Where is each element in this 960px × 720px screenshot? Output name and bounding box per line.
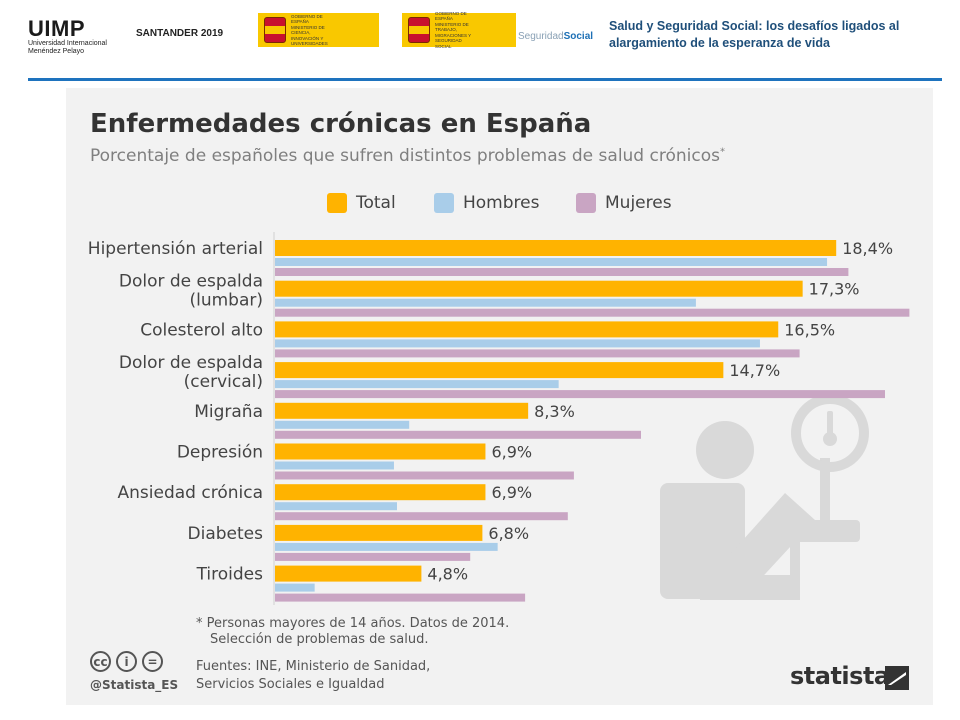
data-label-tiroides: 4,8% [427, 565, 468, 584]
uimp-full-name: Universidad Internacional Menéndez Pelay… [28, 40, 107, 55]
data-label-dolor-de-espalda-lumbar: 17,3% [809, 280, 860, 299]
ministry-science-text: GOBIERNO DE ESPAÑA MINISTERIO DE CIENCIA… [291, 13, 328, 47]
bars-group: Hipertensión arterial 18,4% Dolor de espal… [88, 239, 910, 602]
bar-mujeres-depresion [275, 471, 574, 480]
chart-subtitle-text: Porcentaje de españoles que sufren disti… [90, 146, 720, 166]
bar-mujeres-ansiedad-cronica [275, 512, 568, 521]
sources-line-1: Fuentes: INE, Ministerio de Sanidad, [196, 659, 431, 674]
legend-item-total: Total [327, 193, 396, 213]
bar-hombres-depresion [275, 461, 394, 470]
seguridad-social-logo: SeguridadSocial [518, 31, 593, 42]
by-icon: i [116, 651, 137, 672]
bar-total-tiroides [275, 565, 422, 582]
bar-total-migrana [275, 402, 529, 419]
uimp-logo-text: UIMP [28, 16, 85, 41]
bar-hombres-ansiedad-cronica [275, 502, 397, 511]
legend-item-mujeres: Mujeres [576, 193, 672, 213]
cc-icon: cc [90, 651, 111, 672]
bar-hombres-migrana [275, 420, 410, 429]
bar-mujeres-tiroides [275, 593, 526, 602]
data-label-ansiedad-cronica: 6,9% [491, 483, 532, 502]
category-label-diabetes: Diabetes [188, 524, 264, 544]
license-icons: cc i = [90, 651, 163, 672]
footnote-line-2: Selección de problemas de salud. [210, 632, 429, 647]
bar-hombres-dolor-de-espalda-lumbar [275, 298, 696, 307]
data-label-hipertension-arterial: 18,4% [842, 239, 893, 258]
legend-label-mujeres: Mujeres [605, 193, 672, 213]
legend-label-total: Total [356, 193, 396, 213]
bar-hombres-tiroides [275, 583, 315, 592]
bar-hombres-hipertension-arterial [275, 258, 828, 266]
ministry-science-logo: GOBIERNO DE ESPAÑA MINISTERIO DE CIENCIA… [258, 13, 379, 47]
statista-brand: statista [790, 662, 890, 690]
bar-mujeres-hipertension-arterial [275, 268, 849, 276]
slide-header: UIMP Universidad Internacional Menéndez … [0, 0, 960, 82]
data-label-dolor-de-espalda-cervical: 14,7% [729, 361, 780, 380]
legend-label-hombres: Hombres [463, 193, 540, 213]
bar-mujeres-dolor-de-espalda-lumbar [275, 308, 910, 317]
legend-swatch-total [327, 193, 347, 213]
bar-total-colesterol-alto [275, 321, 779, 338]
category-label-tiroides: Tiroides [196, 565, 264, 585]
slide-title: Salud y Seguridad Social: los desafíos l… [609, 19, 900, 50]
legend-swatch-mujeres [576, 193, 596, 213]
seguridad-social-part-b: Social [563, 31, 594, 42]
category-label-migrana: Migraña [194, 402, 263, 422]
header-divider [28, 78, 942, 81]
bar-hombres-diabetes [275, 542, 498, 551]
legend-item-hombres: Hombres [434, 193, 539, 213]
category-label-dolor-de-espalda-lumbar: Dolor de espalda (lumbar) [119, 272, 263, 311]
category-label-hipertension-arterial: Hipertensión arterial [88, 239, 263, 259]
data-label-diabetes: 6,8% [488, 524, 529, 543]
category-label-colesterol-alto: Colesterol alto [140, 320, 263, 340]
event-label: SANTANDER 2019 [136, 28, 224, 39]
chart-subtitle: Porcentaje de españoles que sufren disti… [90, 146, 725, 166]
sources: Fuentes: INE, Ministerio de Sanidad, Ser… [196, 658, 430, 694]
bar-total-diabetes [275, 524, 483, 541]
statista-handle: @Statista_ES [90, 678, 179, 692]
bar-mujeres-diabetes [275, 552, 471, 561]
legend-swatch-hombres [434, 193, 454, 213]
footnote-line-1: * Personas mayores de 14 años. Datos de … [196, 616, 510, 631]
ministry-labour-logo: GOBIERNO DE ESPAÑA MINISTERIO DE TRABAJO… [402, 10, 516, 49]
chart-title: Enfermedades crónicas en España [90, 109, 592, 139]
coat-of-arms-icon [408, 17, 430, 43]
coat-of-arms-icon [264, 17, 286, 43]
category-label-ansiedad-cronica: Ansiedad crónica [118, 483, 263, 503]
bar-hombres-colesterol-alto [275, 339, 760, 348]
blood-pressure-patient-icon [660, 392, 869, 600]
bar-total-dolor-de-espalda-lumbar [275, 280, 803, 297]
category-label-depresion: Depresión [177, 443, 263, 463]
bar-total-dolor-de-espalda-cervical [275, 362, 724, 379]
bar-mujeres-colesterol-alto [275, 349, 800, 358]
footnote: * Personas mayores de 14 años. Datos de … [196, 616, 509, 648]
data-label-migrana: 8,3% [534, 402, 575, 421]
bar-total-hipertension-arterial [275, 240, 837, 256]
bar-mujeres-dolor-de-espalda-cervical [275, 390, 885, 399]
uimp-logo: UIMP Universidad Internacional Menéndez … [28, 18, 108, 58]
ministry-labour-text: GOBIERNO DE ESPAÑA MINISTERIO DE TRABAJO… [435, 10, 472, 49]
data-label-depresion: 6,9% [491, 443, 532, 462]
data-label-colesterol-alto: 16,5% [784, 320, 835, 339]
bar-mujeres-migrana [275, 430, 641, 439]
category-label-dolor-de-espalda-cervical: Dolor de espalda (cervical) [119, 353, 263, 392]
bar-hombres-dolor-de-espalda-cervical [275, 380, 559, 389]
equals-icon: = [142, 651, 163, 672]
subtitle-footnote-mark: * [719, 146, 725, 158]
seguridad-social-part-a: Seguridad [518, 31, 564, 42]
bar-total-ansiedad-cronica [275, 484, 486, 501]
statista-logo-icon [885, 666, 909, 690]
sources-line-2: Servicios Sociales e Igualdad [196, 677, 385, 692]
bar-total-depresion [275, 443, 486, 460]
